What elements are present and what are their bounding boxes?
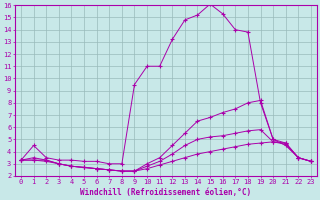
X-axis label: Windchill (Refroidissement éolien,°C): Windchill (Refroidissement éolien,°C) [80,188,252,197]
